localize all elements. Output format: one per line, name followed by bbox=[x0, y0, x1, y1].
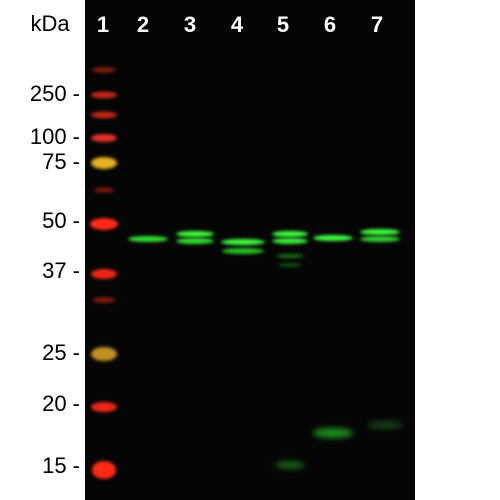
marker-label: 75 - bbox=[42, 149, 80, 174]
bands bbox=[90, 67, 403, 479]
marker-label: 25 - bbox=[42, 340, 80, 365]
marker-label: 50 - bbox=[42, 208, 80, 233]
lane-number: 7 bbox=[371, 12, 383, 37]
lane-number: 4 bbox=[231, 12, 244, 37]
lane-number: 3 bbox=[184, 12, 196, 37]
lane-number: 2 bbox=[137, 12, 149, 37]
marker-label: 100 - bbox=[30, 124, 80, 149]
unit-label: kDa bbox=[30, 11, 70, 36]
marker-label: 250 - bbox=[30, 81, 80, 106]
lane-number: 6 bbox=[324, 12, 336, 37]
marker-label: 20 - bbox=[42, 391, 80, 416]
marker-label: 15 - bbox=[42, 453, 80, 478]
lane-number: 1 bbox=[97, 12, 109, 37]
marker-label: 37 - bbox=[42, 258, 80, 283]
lane-number: 5 bbox=[277, 12, 289, 37]
